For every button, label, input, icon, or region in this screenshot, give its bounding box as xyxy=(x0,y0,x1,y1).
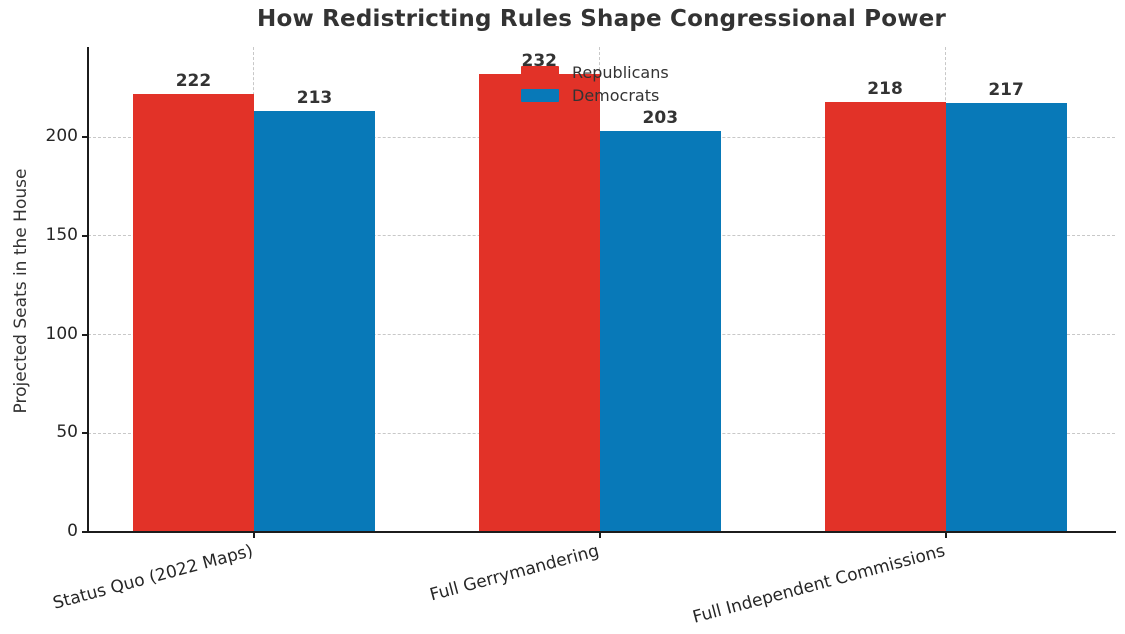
chart-title: How Redistricting Rules Shape Congressio… xyxy=(257,6,946,32)
bar-republicans-0 xyxy=(132,93,254,532)
x-tick-mark xyxy=(252,533,255,538)
y-axis-spine xyxy=(86,47,89,533)
bar-value-label: 203 xyxy=(642,108,679,129)
y-tick-label: 50 xyxy=(56,422,78,443)
bar-value-label: 222 xyxy=(175,70,212,91)
bar-value-label: 232 xyxy=(521,50,558,71)
x-tick-label: Status Quo (2022 Maps) xyxy=(50,541,256,614)
y-tick-mark xyxy=(82,234,88,237)
bar-democrats-0 xyxy=(253,111,375,532)
legend-swatch-democrats xyxy=(521,89,559,102)
x-tick-mark xyxy=(944,533,947,538)
y-tick-mark xyxy=(82,333,88,336)
legend: Republicans Democrats xyxy=(521,61,669,107)
bar-democrats-2 xyxy=(945,103,1067,532)
bar-republicans-2 xyxy=(824,101,946,532)
legend-row-democrats: Democrats xyxy=(521,84,669,107)
bar-republicans-1 xyxy=(478,73,600,532)
legend-row-republicans: Republicans xyxy=(521,61,669,84)
y-tick-label: 0 xyxy=(67,521,78,541)
bar-value-label: 218 xyxy=(867,78,903,99)
y-tick-label: 150 xyxy=(45,224,78,245)
y-tick-label: 100 xyxy=(45,323,78,344)
y-tick-mark xyxy=(82,136,88,139)
bar-value-label: 217 xyxy=(988,80,1024,101)
x-axis-spine xyxy=(86,531,1116,533)
y-tick-mark xyxy=(82,531,88,533)
legend-label: Democrats xyxy=(572,86,660,105)
legend-label: Republicans xyxy=(572,63,669,82)
y-tick-label: 200 xyxy=(45,126,78,147)
bar-democrats-1 xyxy=(599,131,721,532)
x-tick-mark xyxy=(598,533,601,538)
y-tick-mark xyxy=(82,432,88,435)
legend-swatch-republicans xyxy=(521,66,559,79)
bar-value-label: 213 xyxy=(296,88,333,109)
